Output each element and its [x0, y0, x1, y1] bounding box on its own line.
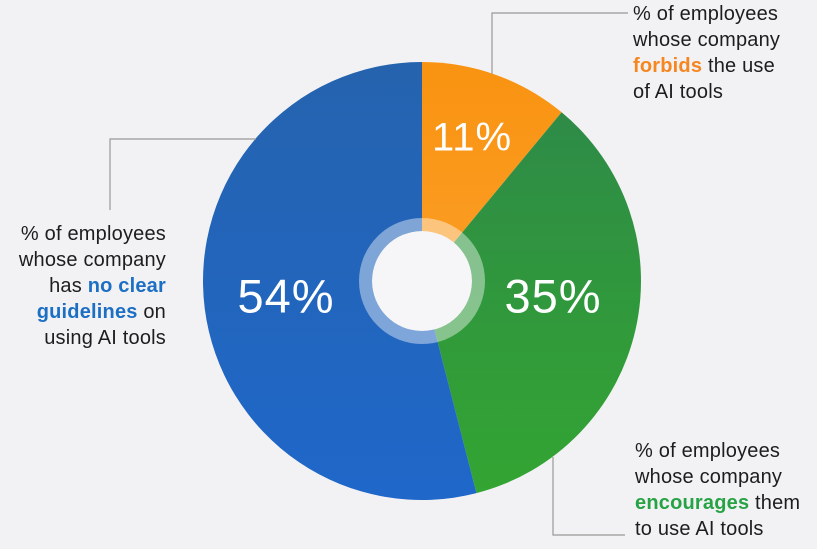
percent-label-encourages: 35%: [504, 269, 602, 323]
callout-text: on using AI tools: [44, 301, 166, 349]
slices-group: [202, 61, 642, 500]
highlighted-word: no clear guidelines: [36, 275, 166, 323]
slice-forbids: [422, 61, 562, 281]
connector-forbids: [491, 12, 628, 74]
callout-text: % of employees whose company has: [18, 223, 166, 297]
slice-encourages: [422, 112, 642, 494]
callout-text: them to use AI tools: [635, 492, 801, 540]
callout-encourages: % of employees whose company encourages …: [635, 438, 800, 542]
highlighted-word: forbids: [633, 55, 703, 77]
callout-text: the use of AI tools: [633, 55, 775, 103]
donut-hole: [372, 231, 472, 331]
percent-label-no-clear-guidelines: 54%: [237, 269, 335, 323]
connector-encourages: [552, 457, 625, 536]
percent-label-forbids: 11%: [431, 115, 513, 160]
connector-guidelines: [109, 138, 256, 210]
donut-ring: [359, 218, 485, 344]
callout-text: % of employees whose company: [635, 440, 783, 488]
highlighted-word: encourages: [635, 492, 750, 514]
slice-no-clear-guidelines: [202, 62, 477, 500]
callout-no-clear-guidelines: % of employees whose company has no clea…: [0, 221, 166, 351]
callout-text: % of employees whose company: [633, 3, 781, 51]
callout-forbids: % of employees whose company forbids the…: [633, 1, 780, 105]
